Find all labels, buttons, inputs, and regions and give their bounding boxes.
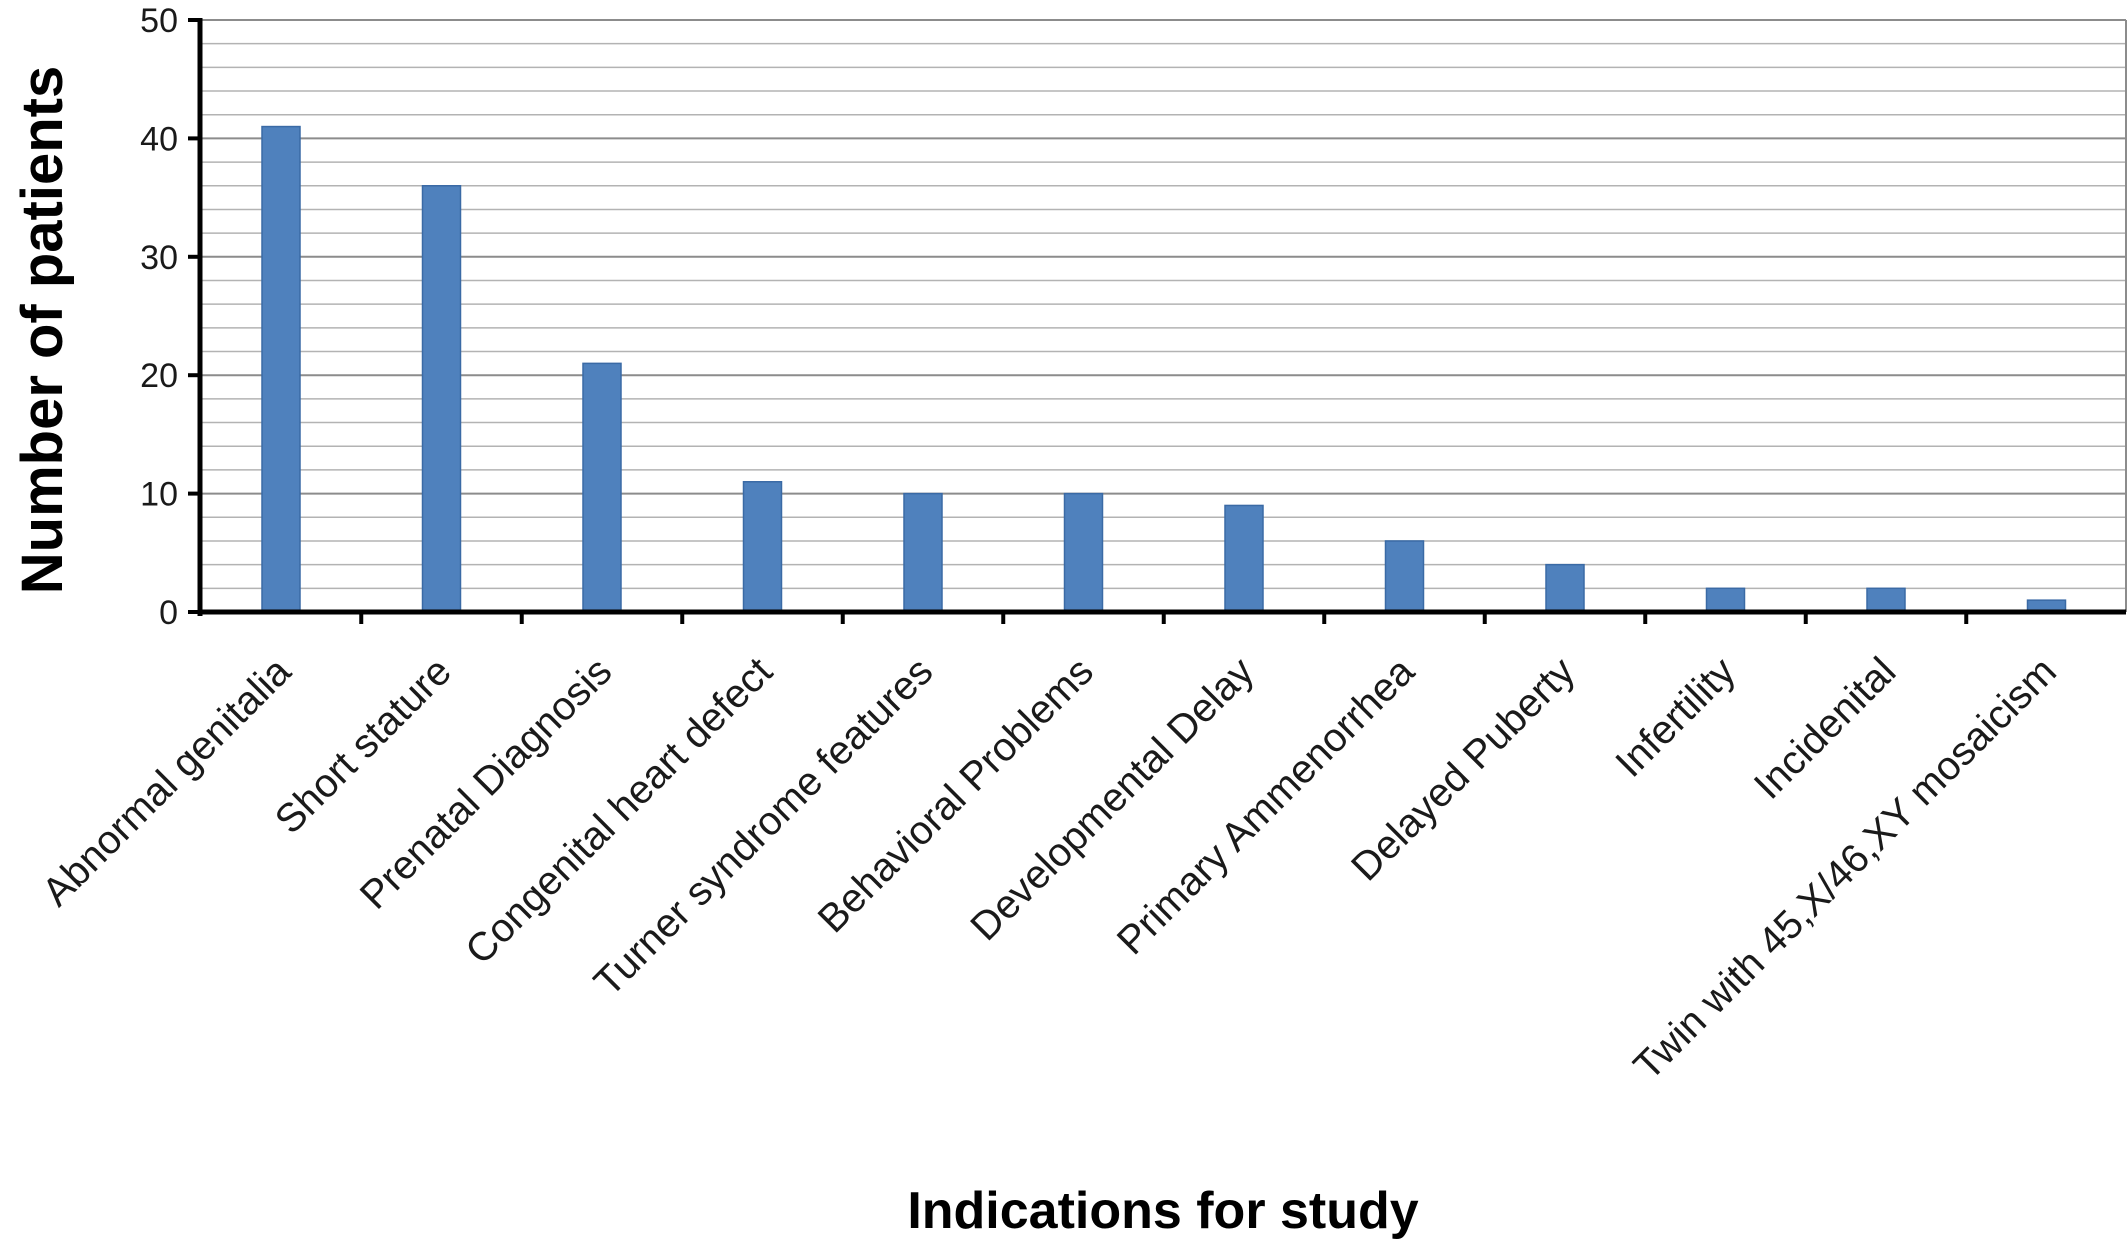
x-category-label: Behavioral Problems <box>810 649 1102 941</box>
bar <box>1063 492 1104 613</box>
bar <box>903 492 943 613</box>
x-axis-title: Indications for study <box>907 1182 1418 1240</box>
y-tick-label: 10 <box>140 476 178 514</box>
bar <box>1384 540 1425 613</box>
x-category-label: Abnormal genitalia <box>34 649 300 915</box>
gridlines <box>200 19 2127 613</box>
bar <box>1545 563 1585 613</box>
x-category-label: Congenital heart defect <box>457 649 781 973</box>
axes <box>188 18 2126 624</box>
bars <box>261 125 2067 613</box>
y-tick-label: 40 <box>140 120 178 158</box>
bar <box>1866 587 1906 613</box>
bar <box>1705 587 1746 613</box>
y-tick-label: 20 <box>140 357 178 395</box>
y-axis-title: Number of patients <box>10 66 75 595</box>
bar <box>742 481 783 613</box>
x-category-label: Developmental Delay <box>962 649 1262 949</box>
bar <box>261 125 301 613</box>
x-category-label: Turner syndrome features <box>586 649 941 1004</box>
y-tick-label: 30 <box>140 239 178 277</box>
y-tick-label: 0 <box>159 594 178 632</box>
y-tick-label: 50 <box>140 2 178 40</box>
bar <box>1224 504 1264 613</box>
y-tick-labels: 0 10 20 30 40 50 <box>140 2 178 632</box>
x-category-label: Infertility <box>1607 649 1743 785</box>
x-category-label: Primary Ammenorrhea <box>1109 649 1424 964</box>
bar <box>421 185 462 613</box>
bar <box>582 362 622 613</box>
x-category-label: Incidenital <box>1746 649 1904 807</box>
